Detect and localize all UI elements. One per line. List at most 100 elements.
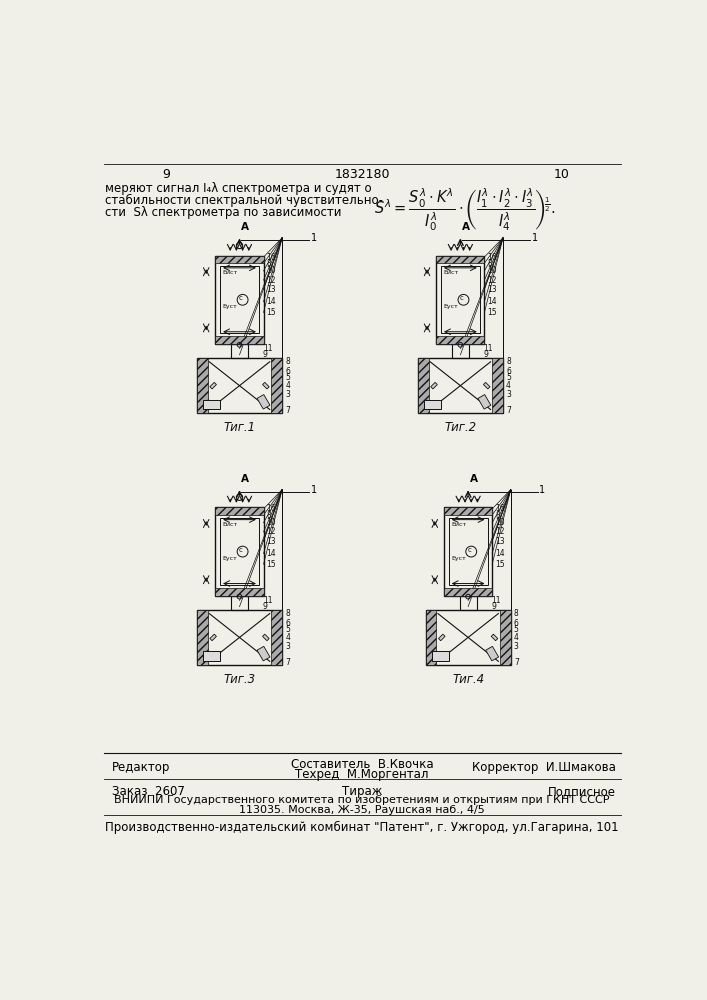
Text: Еуст: Еуст bbox=[223, 556, 238, 561]
Text: 8: 8 bbox=[285, 357, 290, 366]
Text: 1: 1 bbox=[311, 485, 317, 495]
Text: c: c bbox=[239, 295, 243, 301]
Text: 11: 11 bbox=[484, 344, 493, 353]
Text: 15: 15 bbox=[267, 308, 276, 317]
Text: 10: 10 bbox=[488, 266, 497, 275]
Polygon shape bbox=[438, 634, 445, 641]
Text: 1: 1 bbox=[539, 485, 546, 495]
Bar bbox=[426, 610, 436, 665]
Text: 15: 15 bbox=[488, 308, 497, 317]
Bar bbox=[460, 596, 477, 610]
Bar bbox=[197, 358, 208, 413]
Bar bbox=[216, 256, 264, 344]
Text: Техред  М.Моргентал: Техред М.Моргентал bbox=[296, 768, 428, 781]
Text: 14: 14 bbox=[495, 549, 505, 558]
Bar bbox=[231, 344, 248, 358]
Bar bbox=[444, 507, 492, 515]
Text: 6: 6 bbox=[285, 367, 290, 376]
Polygon shape bbox=[486, 646, 498, 661]
Text: Еуст: Еуст bbox=[223, 304, 238, 309]
Text: 13: 13 bbox=[495, 537, 505, 546]
Text: 3: 3 bbox=[514, 642, 519, 651]
Text: 9: 9 bbox=[162, 168, 170, 181]
Bar bbox=[220, 518, 259, 585]
Bar bbox=[492, 358, 503, 413]
Bar bbox=[271, 610, 282, 665]
Text: 3: 3 bbox=[285, 642, 290, 651]
Text: 7: 7 bbox=[285, 406, 290, 415]
Text: 11: 11 bbox=[263, 596, 272, 605]
Text: 3: 3 bbox=[506, 390, 511, 399]
Text: меряют сигнал I₄λ спектрометра и судят о: меряют сигнал I₄λ спектрометра и судят о bbox=[105, 182, 372, 195]
Bar bbox=[231, 596, 248, 610]
Text: 8: 8 bbox=[514, 609, 519, 618]
Text: Еуст: Еуст bbox=[443, 304, 458, 309]
Polygon shape bbox=[262, 634, 269, 641]
Text: 8: 8 bbox=[506, 357, 511, 366]
Text: 11: 11 bbox=[263, 344, 272, 353]
Bar bbox=[197, 610, 208, 665]
Polygon shape bbox=[210, 382, 216, 389]
Bar bbox=[197, 610, 282, 665]
Text: 1832180: 1832180 bbox=[334, 168, 390, 181]
Text: 10: 10 bbox=[495, 518, 505, 527]
Text: c: c bbox=[468, 547, 472, 553]
Text: 15: 15 bbox=[495, 560, 505, 569]
Bar bbox=[203, 651, 220, 661]
Polygon shape bbox=[478, 395, 491, 409]
Text: Τиг.4: Τиг.4 bbox=[452, 673, 484, 686]
Bar bbox=[424, 400, 441, 409]
Text: 14: 14 bbox=[267, 297, 276, 306]
Text: Jₓ4: Jₓ4 bbox=[433, 652, 444, 661]
Bar bbox=[432, 651, 449, 661]
Text: 4: 4 bbox=[285, 381, 290, 390]
Text: стабильности спектральной чувствительно-: стабильности спектральной чувствительно- bbox=[105, 194, 383, 207]
Text: 16: 16 bbox=[488, 253, 497, 262]
Text: $S^{\lambda}=\dfrac{S_{0}^{\lambda}\cdot K^{\lambda}}{I_{0}^{\lambda}}\cdot\left: $S^{\lambda}=\dfrac{S_{0}^{\lambda}\cdot… bbox=[373, 186, 555, 233]
Text: Корректор  И.Шмакова: Корректор И.Шмакова bbox=[472, 761, 615, 774]
Polygon shape bbox=[262, 382, 269, 389]
Bar bbox=[216, 507, 264, 596]
Text: A: A bbox=[469, 474, 478, 484]
Text: 9: 9 bbox=[491, 602, 496, 611]
Text: Составитель  В.Квочка: Составитель В.Квочка bbox=[291, 758, 433, 771]
Text: 6: 6 bbox=[285, 619, 290, 628]
Text: Тираж: Тираж bbox=[341, 785, 382, 798]
Text: 8: 8 bbox=[285, 609, 290, 618]
Bar bbox=[418, 358, 503, 413]
Bar bbox=[444, 588, 492, 596]
Polygon shape bbox=[257, 646, 270, 661]
Bar bbox=[220, 266, 259, 333]
Text: 14: 14 bbox=[488, 297, 497, 306]
Bar bbox=[436, 336, 484, 344]
Text: A: A bbox=[462, 222, 470, 232]
Text: 12: 12 bbox=[267, 276, 276, 285]
Bar bbox=[216, 256, 264, 263]
Text: сти  Sλ спектрометра по зависимости: сти Sλ спектрометра по зависимости bbox=[105, 206, 342, 219]
Text: 14: 14 bbox=[267, 549, 276, 558]
Polygon shape bbox=[257, 395, 270, 409]
Text: 1: 1 bbox=[311, 233, 317, 243]
Bar bbox=[216, 588, 264, 596]
Text: 6: 6 bbox=[514, 619, 519, 628]
Text: ВНИИПИ Государственного комитета по изобретениям и открытиям при ГКНТ СССР: ВНИИПИ Государственного комитета по изоб… bbox=[115, 795, 609, 805]
Text: 4: 4 bbox=[514, 633, 519, 642]
Text: 5: 5 bbox=[285, 625, 290, 634]
Text: 5: 5 bbox=[285, 373, 290, 382]
Text: 8: 8 bbox=[495, 511, 500, 520]
Text: 7: 7 bbox=[506, 406, 511, 415]
Bar bbox=[449, 518, 488, 585]
Text: Еист: Еист bbox=[451, 522, 466, 527]
Text: c: c bbox=[460, 295, 464, 301]
Text: 8: 8 bbox=[488, 259, 492, 268]
Text: 113035. Москва, Ж-35, Раушская наб., 4/5: 113035. Москва, Ж-35, Раушская наб., 4/5 bbox=[239, 805, 485, 815]
Text: Jₓ3: Jₓ3 bbox=[204, 652, 215, 661]
Bar bbox=[452, 344, 469, 358]
Bar bbox=[441, 266, 480, 333]
Text: A: A bbox=[241, 474, 249, 484]
Bar bbox=[436, 256, 484, 263]
Text: Τиг.1: Τиг.1 bbox=[223, 421, 255, 434]
Bar bbox=[436, 256, 484, 344]
Text: 5: 5 bbox=[506, 373, 511, 382]
Text: Редактор: Редактор bbox=[112, 761, 170, 774]
